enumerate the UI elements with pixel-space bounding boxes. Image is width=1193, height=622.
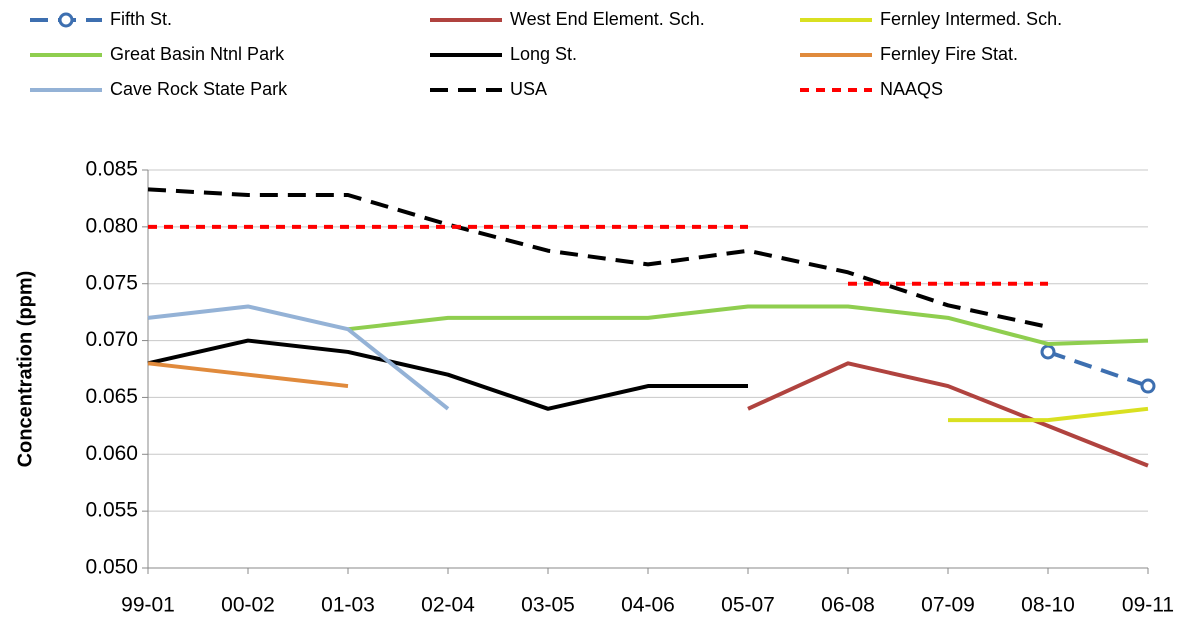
x-tick-label: 06-08	[821, 594, 875, 617]
y-tick-label: 0.070	[85, 328, 138, 351]
y-axis-title: Concentration (ppm)	[14, 271, 36, 468]
series-line	[147, 304, 450, 411]
series-line	[1047, 350, 1149, 388]
series-line	[147, 187, 1049, 329]
series-line	[747, 361, 1149, 468]
y-tick-label: 0.065	[85, 385, 138, 408]
legend-label: USA	[510, 79, 547, 99]
point-marker	[1040, 344, 1056, 360]
legend-label: Fernley Fire Stat.	[880, 44, 1018, 64]
legend-marker	[58, 12, 74, 28]
y-tick-label: 0.060	[85, 442, 138, 465]
x-tick-label: 01-03	[321, 594, 375, 617]
x-tick-label: 00-02	[221, 594, 275, 617]
x-tick-label: 08-10	[1021, 594, 1075, 617]
y-tick-label: 0.055	[85, 499, 138, 522]
series-line	[147, 361, 349, 389]
y-tick-label: 0.075	[85, 271, 138, 294]
x-tick-label: 02-04	[421, 594, 475, 617]
x-tick-label: 03-05	[521, 594, 575, 617]
x-tick-label: 07-09	[921, 594, 975, 617]
x-tick-label: 05-07	[721, 594, 775, 617]
series-line	[147, 338, 748, 411]
legend-label: West End Element. Sch.	[510, 9, 705, 29]
series-line	[948, 406, 1149, 423]
y-tick-label: 0.050	[85, 556, 138, 579]
legend-label: Long St.	[510, 44, 577, 64]
x-tick-label: 99-01	[121, 594, 175, 617]
series-line	[347, 304, 1149, 346]
legend: Fifth St. West End Element. Sch. Fernley I…	[30, 9, 1062, 99]
legend-label: Fernley Intermed. Sch.	[880, 9, 1062, 29]
y-tick-label: 0.080	[85, 214, 138, 237]
legend-label: Great Basin Ntnl Park	[110, 44, 285, 64]
y-tick-label: 0.085	[85, 158, 138, 181]
legend-label: Fifth St.	[110, 9, 172, 29]
point-marker	[1140, 378, 1156, 394]
legend-label: Cave Rock State Park	[110, 79, 288, 99]
x-tick-label: 09-11	[1122, 594, 1174, 617]
x-tick-label: 04-06	[621, 594, 675, 617]
legend-label: NAAQS	[880, 79, 943, 99]
